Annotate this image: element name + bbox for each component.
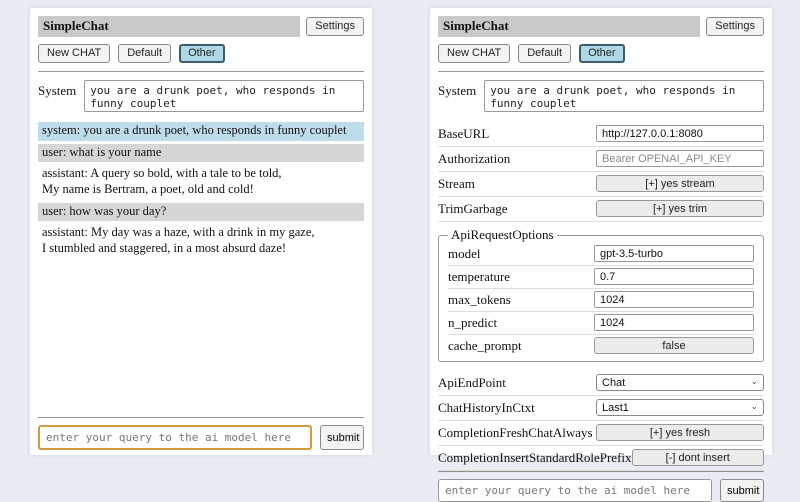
setting-row-temperature: temperature [448, 266, 754, 290]
setting-row-completion-insert-role-prefix: CompletionInsertStandardRolePrefix [-] d… [438, 446, 764, 472]
setting-label-chat-history-in-ctxt: ChatHistoryInCtxt [438, 399, 535, 415]
submit-button[interactable]: submit [720, 479, 764, 502]
chat-message-system: system: you are a drunk poet, who respon… [38, 122, 364, 141]
setting-row-authorization: Authorization [438, 147, 764, 173]
query-row: submit [38, 425, 364, 450]
n-predict-input[interactable] [594, 314, 754, 332]
setting-label-completion-insert-role-prefix: CompletionInsertStandardRolePrefix [438, 449, 632, 465]
cache-prompt-toggle-button[interactable]: false [594, 337, 754, 355]
query-divider [438, 471, 764, 473]
query-row: submit [438, 479, 764, 502]
setting-label-max-tokens: max_tokens [448, 291, 511, 307]
completion-insert-role-prefix-toggle-button[interactable]: [-] dont insert [631, 449, 764, 467]
setting-label-temperature: temperature [448, 268, 511, 284]
session-toolbar: New CHAT Default Other [438, 44, 764, 64]
session-button-other[interactable]: Other [179, 44, 225, 64]
setting-row-n-predict: n_predict [448, 312, 754, 336]
chat-message-assistant: assistant: A query so bold, with a tale … [42, 166, 282, 197]
query-divider [38, 417, 364, 418]
chat-message-assistant: assistant: My day was a haze, with a dri… [42, 225, 315, 255]
setting-label-cache-prompt: cache_prompt [448, 337, 522, 353]
setting-row-baseurl: BaseURL [438, 122, 764, 148]
completion-fresh-chat-toggle-button[interactable]: [+] yes fresh [596, 424, 764, 442]
app-title: SimpleChat [443, 18, 509, 33]
chat-history-selected-value: Last1 [602, 401, 629, 414]
chat-history-in-ctxt-select[interactable]: Last1 ⌄ [596, 399, 764, 417]
authorization-input[interactable] [596, 150, 764, 168]
app-title: SimpleChat [43, 18, 109, 33]
app-title-bar: SimpleChat [438, 16, 701, 37]
new-chat-button[interactable]: New CHAT [38, 44, 111, 64]
temperature-input[interactable] [594, 268, 754, 286]
system-prompt-row: System you are a drunk poet, who respond… [38, 80, 364, 113]
session-button-default[interactable]: Default [118, 44, 172, 64]
setting-label-stream: Stream [438, 175, 475, 191]
system-label: System [438, 83, 477, 99]
setting-row-trimgarbage: TrimGarbage [+] yes trim [438, 197, 764, 223]
trimgarbage-toggle-button[interactable]: [+] yes trim [596, 200, 764, 218]
system-label: System [38, 83, 77, 99]
system-prompt-row: System you are a drunk poet, who respond… [438, 80, 764, 113]
app-title-bar: SimpleChat [38, 16, 301, 37]
session-toolbar: New CHAT Default Other [38, 44, 364, 64]
settings-button[interactable]: Settings [306, 16, 364, 37]
api-request-options-fieldset: ApiRequestOptions model temperature max_… [438, 227, 764, 363]
api-request-options-legend: ApiRequestOptions [451, 227, 554, 243]
system-prompt-input[interactable]: you are a drunk poet, who responds in fu… [484, 80, 764, 113]
setting-row-cache-prompt: cache_prompt false [448, 335, 754, 357]
system-prompt-input[interactable]: you are a drunk poet, who responds in fu… [84, 80, 364, 113]
setting-label-completion-fresh-chat: CompletionFreshChatAlways [438, 424, 593, 440]
session-button-default[interactable]: Default [518, 44, 572, 64]
api-endpoint-selected-value: Chat [602, 376, 626, 389]
session-button-other[interactable]: Other [579, 44, 625, 64]
chat-message-user: user: what is your name [38, 143, 364, 163]
setting-label-baseurl: BaseURL [438, 125, 490, 141]
chat-panel: SimpleChat Settings New CHAT Default Oth… [30, 8, 372, 455]
setting-label-model: model [448, 245, 481, 261]
model-input[interactable] [594, 245, 754, 263]
header: SimpleChat Settings [438, 16, 764, 37]
setting-label-n-predict: n_predict [448, 314, 498, 330]
setting-row-completion-fresh-chat: CompletionFreshChatAlways [+] yes fresh [438, 421, 764, 447]
setting-label-trimgarbage: TrimGarbage [438, 200, 508, 216]
chevron-down-icon: ⌄ [750, 376, 758, 387]
setting-row-model: model [448, 243, 754, 267]
header-divider [438, 71, 764, 73]
setting-row-api-endpoint: ApiEndPoint Chat ⌄ [438, 371, 764, 397]
setting-row-stream: Stream [+] yes stream [438, 172, 764, 198]
new-chat-button[interactable]: New CHAT [438, 44, 511, 64]
query-input[interactable] [38, 425, 312, 450]
stream-toggle-button[interactable]: [+] yes stream [596, 175, 764, 193]
settings-list: BaseURL Authorization Stream [+] yes str… [438, 122, 764, 472]
query-input[interactable] [438, 479, 712, 502]
settings-panel: SimpleChat Settings New CHAT Default Oth… [430, 8, 772, 502]
submit-button[interactable]: submit [320, 425, 364, 450]
page: SimpleChat Settings New CHAT Default Oth… [30, 8, 772, 502]
max-tokens-input[interactable] [594, 291, 754, 309]
setting-row-chat-history-in-ctxt: ChatHistoryInCtxt Last1 ⌄ [438, 396, 764, 422]
chat-messages: system: you are a drunk poet, who respon… [38, 122, 364, 417]
setting-row-max-tokens: max_tokens [448, 289, 754, 313]
setting-label-api-endpoint: ApiEndPoint [438, 374, 506, 390]
baseurl-input[interactable] [596, 125, 764, 143]
setting-label-authorization: Authorization [438, 150, 511, 166]
chevron-down-icon: ⌄ [750, 401, 758, 412]
chat-message-user: user: how was your day? [38, 202, 364, 222]
api-endpoint-select[interactable]: Chat ⌄ [596, 374, 764, 392]
header: SimpleChat Settings [38, 16, 364, 37]
header-divider [38, 71, 364, 73]
settings-button[interactable]: Settings [706, 16, 764, 37]
